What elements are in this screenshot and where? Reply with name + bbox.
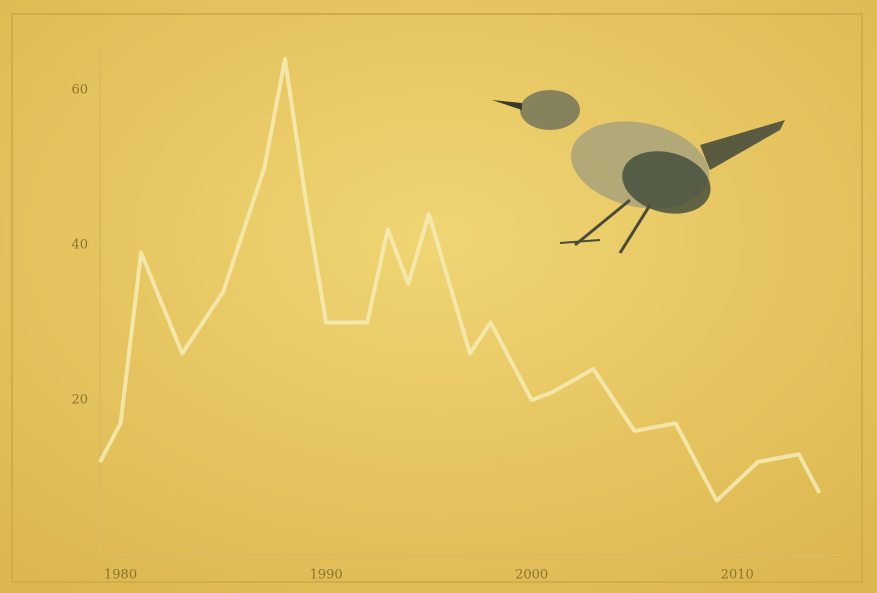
x-tick-label: 1990 xyxy=(310,568,343,583)
bird-illustration xyxy=(492,90,785,254)
frame xyxy=(11,13,863,583)
y-tick-label: 60 xyxy=(71,83,88,98)
y-tick-label: 40 xyxy=(71,238,88,253)
x-tick-label: 2000 xyxy=(515,568,548,583)
data-line xyxy=(98,57,822,503)
y-tick-label: 20 xyxy=(71,393,88,408)
x-tick-label: 1980 xyxy=(104,568,137,583)
x-tick-label: 2010 xyxy=(721,568,754,583)
